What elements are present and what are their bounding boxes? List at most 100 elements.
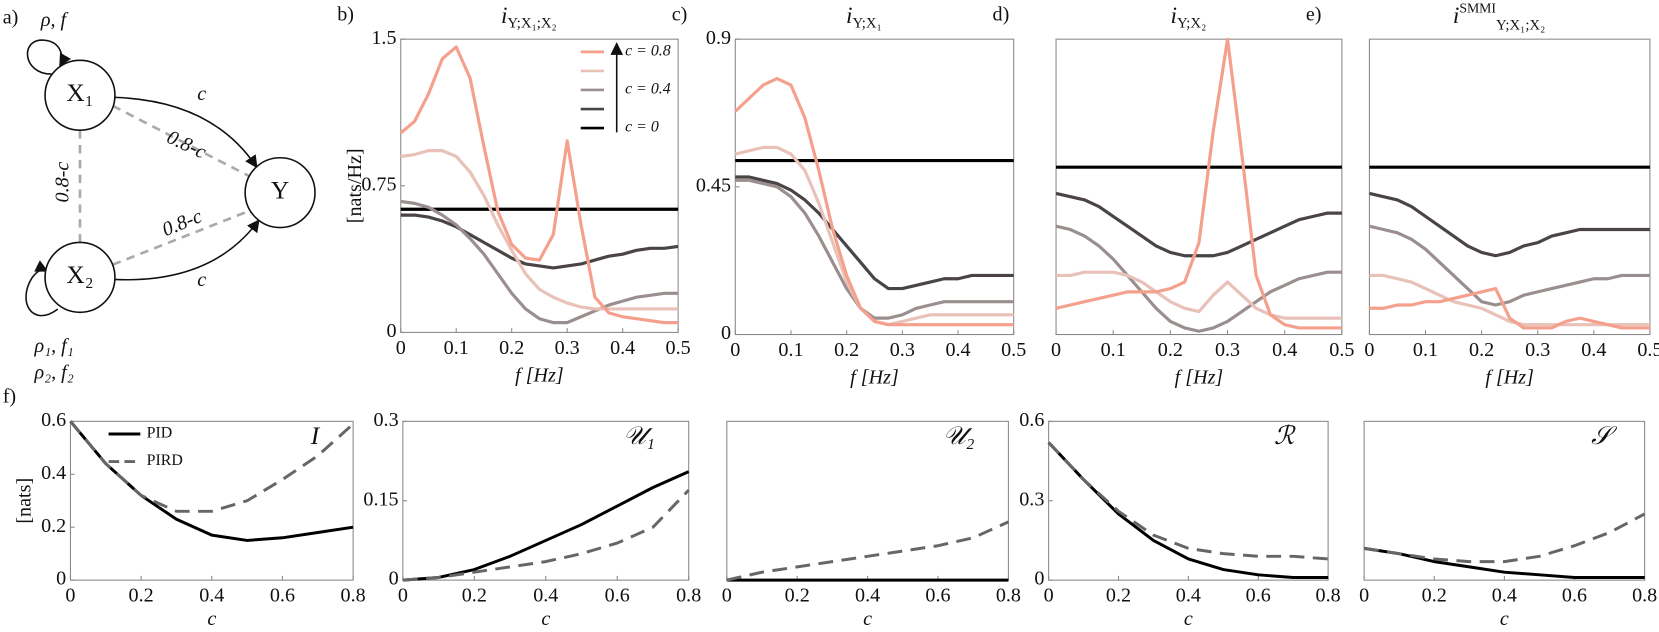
x-tick-label: 0.6	[1562, 585, 1587, 607]
x-tick-label: 0.4	[1492, 585, 1517, 607]
x-tick-label: 0.2	[129, 585, 154, 607]
x-tick-label: 0.2	[1158, 339, 1183, 361]
data-line	[726, 520, 1010, 582]
x-tick-label: 0.4	[1176, 585, 1201, 607]
data-line	[399, 45, 679, 325]
x-tick-label: 0.3	[1525, 339, 1550, 361]
y-tick-label: 0.2	[41, 515, 66, 537]
x-axis-label: c	[1184, 608, 1193, 630]
annotation: 𝒰₁	[623, 422, 655, 450]
x-tick-label: 0.2	[1469, 339, 1494, 361]
plot-frame	[1055, 38, 1343, 336]
data-line	[734, 145, 1014, 327]
legend-label: PIRD	[147, 452, 183, 469]
annotation: ℛ	[1274, 422, 1296, 450]
title-subscript: Y;X₂	[1177, 16, 1206, 32]
panel-label: f)	[3, 386, 16, 408]
data-line	[1047, 441, 1329, 579]
x-tick-label: 0.4	[199, 585, 224, 607]
x-tick-label: 0.2	[1422, 585, 1447, 607]
y-tick-label: 0.75	[361, 173, 396, 195]
panel-label: d)	[993, 3, 1010, 25]
data-line	[1056, 270, 1342, 320]
title-symbol: i	[846, 3, 852, 29]
x-axis-label: c	[863, 608, 872, 630]
x-tick-label: 0	[1364, 339, 1374, 361]
data-line	[1363, 512, 1646, 564]
x-tick-label: 0.4	[533, 585, 558, 607]
data-line	[1055, 224, 1342, 333]
x-tick-label: 0	[1051, 339, 1061, 361]
x-tick-label: 0	[65, 585, 75, 607]
x-axis-label: f [Hz]	[850, 367, 899, 389]
panel-label: c)	[672, 3, 688, 25]
edge-label: 0.8-c	[159, 205, 205, 241]
panel-label: e)	[1306, 3, 1322, 25]
x-tick-label: 0.3	[555, 337, 580, 359]
node	[244, 156, 316, 229]
x-tick-label: 0	[1044, 585, 1054, 607]
x-axis-label: c	[541, 608, 550, 630]
loop-label: ρ, f	[40, 9, 69, 31]
title-subscript: Y;X₁;X₂	[1496, 18, 1545, 34]
annotation: 𝒰₂	[943, 422, 975, 450]
data-line	[1369, 191, 1650, 258]
title-subscript: Y;X₁	[852, 16, 881, 32]
y-tick-label: 0.6	[1019, 409, 1044, 431]
edge-label: 0.8-c	[52, 162, 74, 203]
x-axis-label: c	[207, 608, 216, 630]
y-axis-label: [nats/Hz]	[344, 148, 366, 223]
x-tick-label: 0.1	[1101, 339, 1126, 361]
y-tick-label: 1.5	[371, 27, 396, 49]
x-tick-label: 0.2	[834, 339, 859, 361]
data-line	[1055, 37, 1342, 330]
title-symbol: i	[501, 3, 507, 29]
edge-label: c	[197, 83, 206, 105]
x-tick-label: 0.3	[1215, 339, 1240, 361]
x-tick-label: 0.2	[462, 585, 487, 607]
panel-label: a)	[3, 7, 19, 29]
y-tick-label: 0.15	[363, 488, 398, 510]
x-tick-label: 0.3	[890, 339, 915, 361]
edge-label: 0.8-c	[163, 126, 209, 163]
y-tick-label: 0	[389, 568, 399, 590]
node-label: X₂	[66, 261, 93, 289]
data-line	[735, 178, 1014, 320]
x-axis-label: c	[1500, 608, 1509, 630]
x-tick-label: 0	[730, 339, 740, 361]
data-line	[400, 149, 679, 311]
edge	[112, 208, 254, 266]
chart-title: iSMMIY;X₁;X₂	[1453, 1, 1545, 34]
x-tick-label: 0.6	[605, 585, 630, 607]
plot-frame	[1368, 38, 1651, 336]
data-line	[1369, 224, 1650, 307]
y-tick-label: 0.45	[696, 174, 731, 196]
title-subscript: Y;X₁;X₂	[507, 16, 556, 32]
x-tick-label: 0	[396, 337, 406, 359]
loop-label: ρ₂, f₂	[33, 361, 73, 383]
x-tick-label: 0.8	[341, 585, 366, 607]
x-tick-label: 0.5	[1637, 339, 1659, 361]
y-tick-label: 0.3	[373, 409, 398, 431]
x-tick-label: 0.4	[1581, 339, 1606, 361]
title-symbol: i	[1453, 3, 1459, 29]
x-tick-label: 0.6	[925, 585, 950, 607]
x-axis-label: f [Hz]	[1485, 367, 1534, 389]
x-tick-label: 0.1	[1413, 339, 1438, 361]
x-tick-label: 0.4	[1272, 339, 1297, 361]
x-tick-label: 0.8	[1632, 585, 1657, 607]
y-tick-label: 0.3	[1019, 488, 1044, 510]
node	[44, 241, 116, 314]
annotation: 𝒮	[1591, 422, 1617, 450]
x-tick-label: 0.4	[610, 337, 635, 359]
data-line	[400, 213, 679, 270]
self-loop	[26, 39, 72, 75]
title-symbol: i	[1170, 3, 1176, 29]
x-tick-label: 0.8	[676, 585, 701, 607]
loop-label: ρ₁, f₁	[33, 335, 73, 357]
legend-label: c = 0	[625, 119, 659, 136]
x-tick-label: 0.1	[778, 339, 803, 361]
x-tick-label: 0.6	[1246, 585, 1271, 607]
